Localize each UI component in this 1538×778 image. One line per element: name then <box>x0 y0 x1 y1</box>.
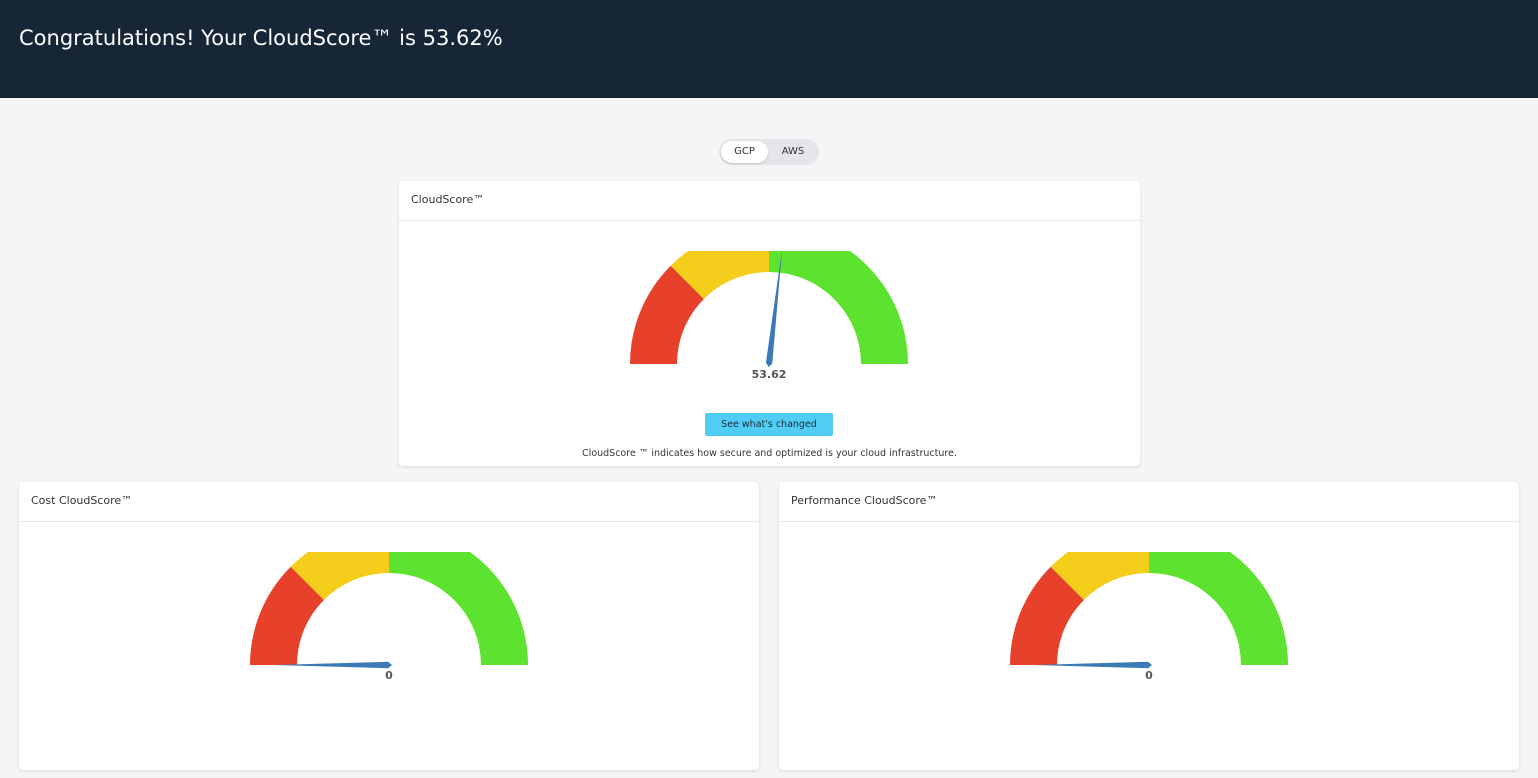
provider-toggle: GCP AWS <box>719 139 819 165</box>
toggle-option-gcp[interactable]: GCP <box>721 141 768 163</box>
card-title: Performance CloudScore™ <box>791 494 938 507</box>
gauge-band-mid <box>1050 552 1149 600</box>
gauge-value-label: 53.62 <box>751 368 787 381</box>
page-header: Congratulations! Your CloudScore™ is 53.… <box>0 0 1538 98</box>
cloudscore-description: CloudScore ™ indicates how secure and op… <box>582 448 957 459</box>
gauge-band-high <box>1149 552 1288 665</box>
gauge-needle <box>765 251 782 367</box>
gauge-band-mid <box>290 552 389 600</box>
card-title: Cost CloudScore™ <box>31 494 133 507</box>
gauge-value-label: 0 <box>385 669 393 682</box>
cloudscore-gauge <box>630 251 908 367</box>
cost-cloudscore-card: Cost CloudScore™ 0 <box>19 482 759 770</box>
see-whats-changed-button[interactable]: See what's changed <box>705 413 833 436</box>
gauge-band-high <box>769 251 908 364</box>
card-header: Cost CloudScore™ <box>19 482 759 522</box>
page-title: Congratulations! Your CloudScore™ is 53.… <box>19 26 503 50</box>
performance-cloudscore-card: Performance CloudScore™ 0 <box>779 482 1519 770</box>
gauge-band-low <box>630 265 704 364</box>
gauge-value-label: 0 <box>1145 669 1153 682</box>
gauge-needle <box>273 661 392 669</box>
card-title: CloudScore™ <box>411 193 485 206</box>
gauge-band-low <box>250 566 324 665</box>
cloudscore-card: CloudScore™ 53.62 See what's changed Clo… <box>399 181 1140 466</box>
performance-gauge <box>1010 552 1288 669</box>
card-header: Performance CloudScore™ <box>779 482 1519 522</box>
cost-gauge <box>250 552 528 669</box>
gauge-needle <box>1033 661 1152 669</box>
toggle-option-aws[interactable]: AWS <box>781 146 805 157</box>
card-header: CloudScore™ <box>399 181 1140 221</box>
gauge-band-low <box>1010 566 1084 665</box>
gauge-band-high <box>389 552 528 665</box>
gauge-band-mid <box>670 251 769 299</box>
